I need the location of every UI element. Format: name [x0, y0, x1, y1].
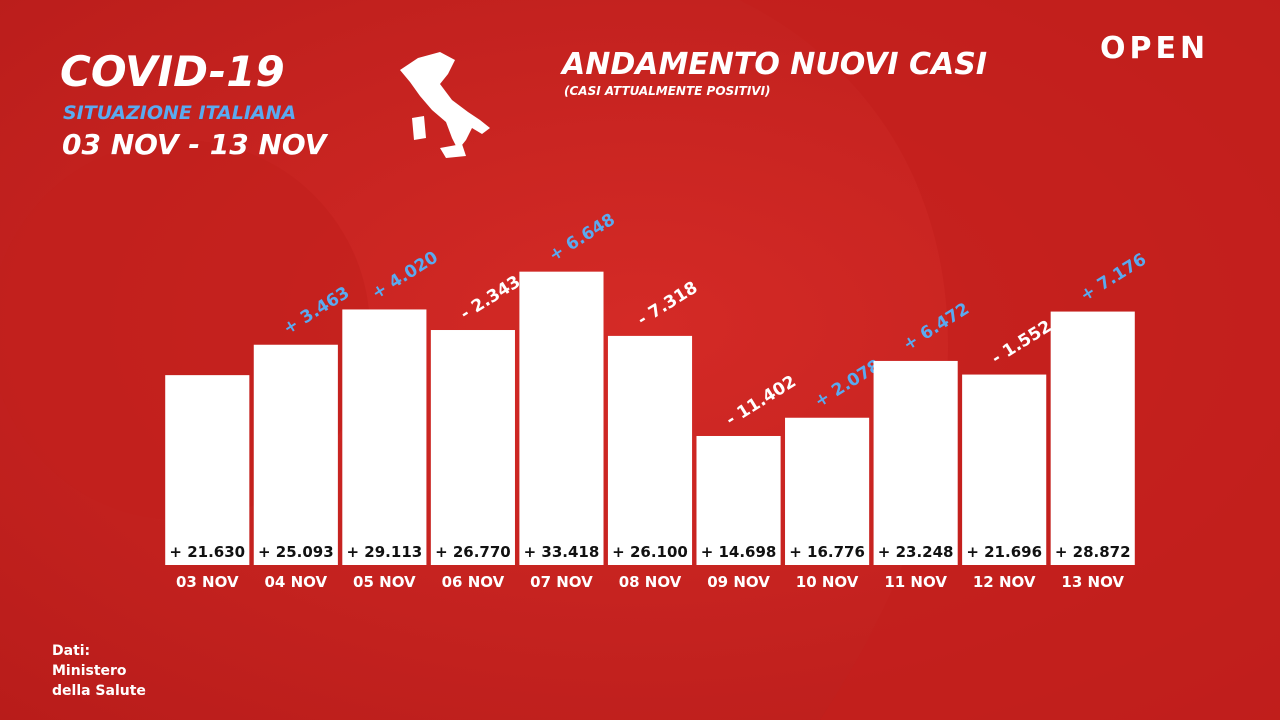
italy-map [400, 52, 490, 158]
bar [1050, 311, 1135, 565]
x-tick-label: 10 NOV [796, 573, 859, 591]
bar [962, 374, 1047, 565]
bar [785, 417, 870, 565]
x-tick-label: 04 NOV [265, 573, 328, 591]
decor [740, 0, 1280, 720]
value-label: + 33.418 [524, 543, 600, 561]
chart-title: ANDAMENTO NUOVI CASI [560, 47, 987, 82]
chart-subtitle: (CASI ATTUALMENTE POSITIVI) [564, 84, 771, 98]
x-tick-label: 08 NOV [619, 573, 682, 591]
brand: OPEN [1100, 31, 1209, 66]
x-tick-label: 12 NOV [973, 573, 1036, 591]
x-tick-label: 06 NOV [442, 573, 505, 591]
bar [253, 344, 338, 565]
x-tick-label: 05 NOV [353, 573, 416, 591]
value-label: + 21.630 [169, 543, 245, 561]
value-label: + 14.698 [701, 543, 777, 561]
value-label: + 16.776 [789, 543, 865, 561]
header-subtitle: SITUAZIONE ITALIANA [63, 102, 296, 124]
source-line: Dati: [52, 643, 90, 659]
value-label: + 26.100 [612, 543, 688, 561]
x-tick-label: 13 NOV [1061, 573, 1124, 591]
x-tick-label: 03 NOV [176, 573, 239, 591]
x-tick-label: 09 NOV [707, 573, 770, 591]
bar [430, 330, 515, 565]
value-label: + 29.113 [347, 543, 423, 561]
source-line: Ministero [52, 663, 127, 679]
x-tick-label: 11 NOV [884, 573, 947, 591]
value-label: + 25.093 [258, 543, 334, 561]
x-tick-label: 07 NOV [530, 573, 593, 591]
bar [165, 375, 250, 565]
bar [696, 435, 781, 565]
bar [519, 271, 604, 565]
value-label: + 28.872 [1055, 543, 1131, 561]
value-label: + 26.770 [435, 543, 511, 561]
header-period: 03 NOV - 13 NOV [62, 128, 329, 161]
value-label: + 23.248 [878, 543, 954, 561]
source-line: della Salute [52, 683, 146, 699]
value-label: + 21.696 [966, 543, 1042, 561]
bar [607, 335, 693, 565]
bar [873, 360, 958, 565]
bar [342, 309, 427, 565]
header-title: COVID-19 [60, 47, 285, 96]
